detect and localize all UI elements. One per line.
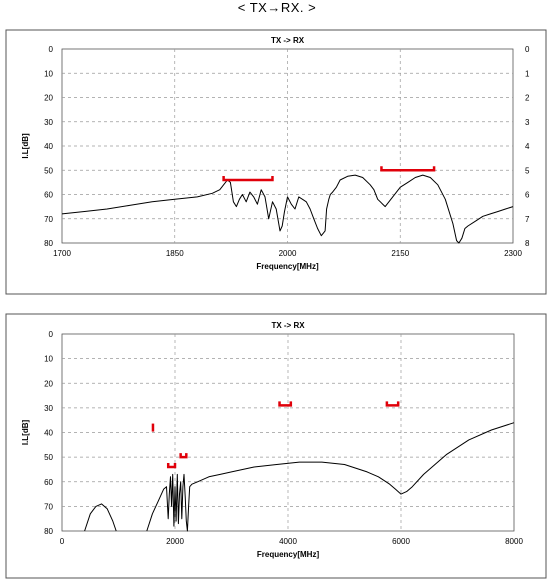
bottom-x-tick-label: 0 [60, 537, 65, 546]
top-title: TX -> RX [271, 36, 305, 45]
top-y-tick-label: 40 [44, 142, 53, 151]
top-spec-mask [222, 175, 274, 182]
top-y2-tick-label: 2 [525, 94, 530, 103]
top-y-tick-label: 10 [44, 69, 53, 78]
bottom-spec-mask [278, 401, 293, 407]
top-y2-tick-label: 8 [525, 239, 530, 248]
top-spec-mask [380, 166, 436, 172]
bottom-title: TX -> RX [271, 321, 305, 330]
bottom-y-tick-label: 20 [44, 379, 53, 388]
bottom-series-line-2 [146, 422, 515, 532]
bottom-y-axis-label: I.L[dB] [21, 420, 30, 446]
top-y2-tick-label: 6 [525, 191, 530, 200]
top-x-tick-label: 2300 [504, 249, 522, 258]
page-title: < TX→RX. > [237, 0, 317, 15]
chart-bottom: TX -> RX 0 10 20 30 40 50 60 70 80 0 2000 4000 6000 80… [5, 313, 547, 579]
top-x-axis-label: Frequency[MHz] [256, 262, 319, 271]
bottom-y-tick-label: 70 [44, 502, 53, 511]
top-y2-tick-label: 1 [525, 69, 530, 78]
top-y2-tick-label: 4 [525, 142, 530, 151]
chart-top: TX -> RX 0 10 20 30 40 50 60 70 80 0 1 2 3 4 5 6 7 8 1700 18… [5, 29, 547, 295]
top-series-line-1 [61, 174, 514, 244]
top-y2-tick-label: 3 [525, 118, 530, 127]
bottom-y-tick-label: 60 [44, 478, 53, 487]
bottom-y-tick-label: 80 [44, 527, 53, 536]
bottom-x-tick-label: 2000 [166, 537, 184, 546]
top-x-tick-label: 2000 [279, 249, 297, 258]
bottom-x-tick-label: 6000 [392, 537, 410, 546]
top-y-tick-label: 50 [44, 166, 53, 175]
top-x-tick-label: 1700 [53, 249, 71, 258]
top-y-tick-label: 30 [44, 118, 53, 127]
top-x-tick-label: 1850 [166, 249, 184, 258]
bottom-x-axis-label: Frequency[MHz] [257, 550, 320, 559]
bottom-y-tick-label: 30 [44, 404, 53, 413]
top-x-tick-label: 2150 [391, 249, 409, 258]
bottom-spec-mask [385, 401, 400, 407]
top-y-tick-label: 0 [49, 45, 54, 54]
bottom-x-tick-label: 4000 [279, 537, 297, 546]
bottom-y-tick-label: 0 [49, 330, 54, 339]
top-y-tick-label: 20 [44, 94, 53, 103]
top-y2-tick-label: 0 [525, 45, 530, 54]
top-y-tick-label: 80 [44, 239, 53, 248]
bottom-y-tick-label: 50 [44, 453, 53, 462]
bottom-x-tick-label: 8000 [505, 537, 523, 546]
bottom-spec-mask [179, 453, 188, 459]
bottom-spec-mask [166, 462, 177, 469]
top-y2-tick-label: 5 [525, 166, 530, 175]
bottom-y-tick-label: 40 [44, 429, 53, 438]
bottom-series-line-1 [84, 503, 117, 532]
top-y2-tick-label: 7 [525, 215, 530, 224]
top-y-tick-label: 60 [44, 191, 53, 200]
top-y-tick-label: 70 [44, 215, 53, 224]
top-y-axis-label: I.L[dB] [21, 133, 30, 159]
bottom-y-tick-label: 10 [44, 355, 53, 364]
